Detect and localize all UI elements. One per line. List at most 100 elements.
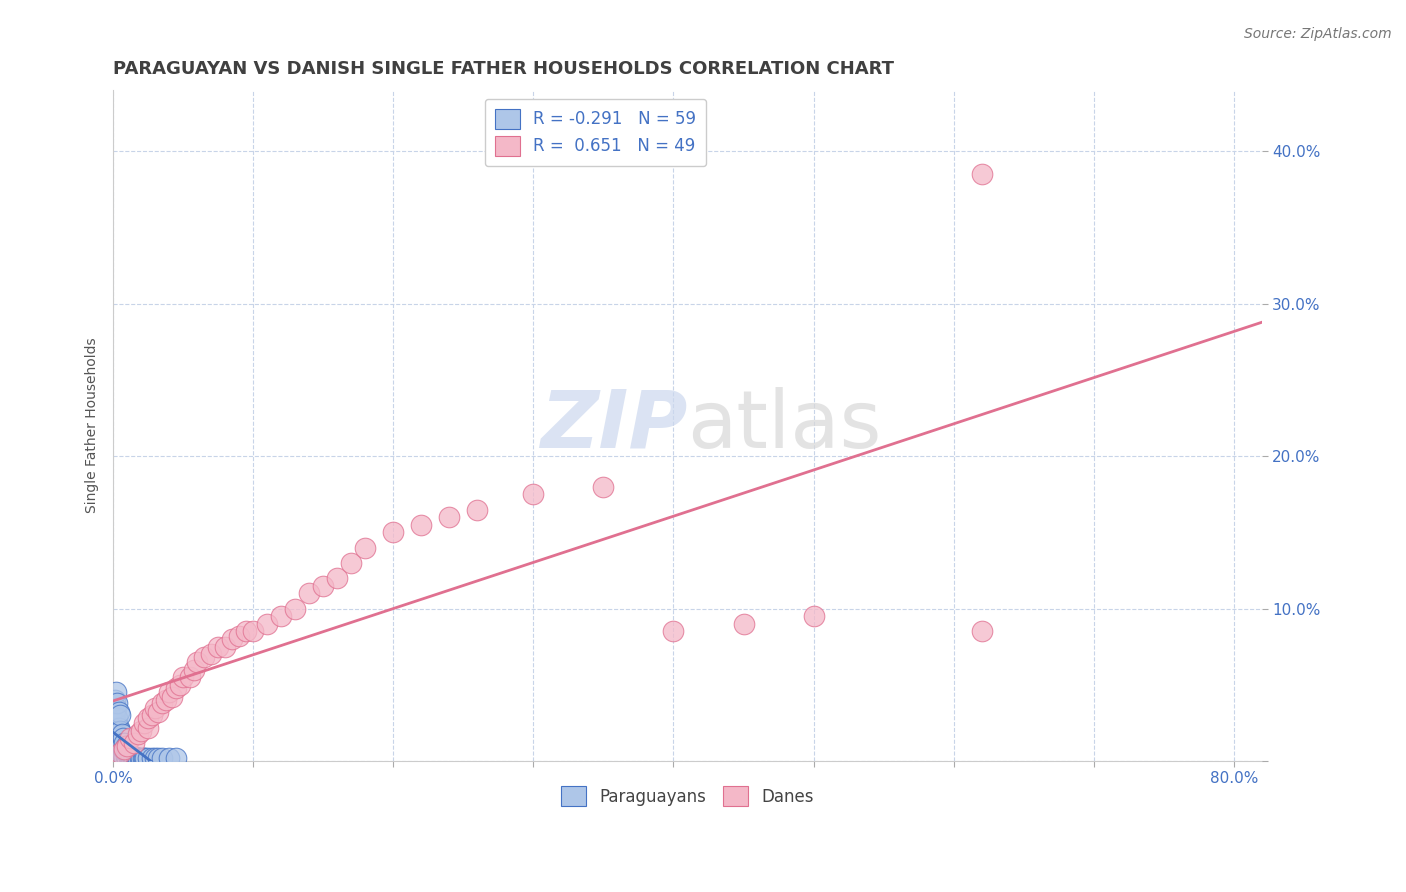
Text: ZIP: ZIP	[540, 386, 688, 465]
Point	[200, 648, 222, 662]
Point	[228, 629, 250, 643]
Point	[104, 723, 127, 738]
Point	[143, 700, 166, 714]
Point	[104, 708, 127, 723]
Point	[183, 663, 205, 677]
Point	[111, 731, 134, 746]
Point	[165, 751, 187, 765]
Point	[186, 655, 208, 669]
Point	[127, 751, 149, 765]
Point	[112, 743, 135, 757]
Point	[129, 723, 152, 738]
Point	[439, 510, 461, 524]
Point	[118, 731, 141, 746]
Point	[121, 751, 143, 765]
Point	[970, 167, 993, 181]
Point	[112, 749, 135, 764]
Point	[411, 517, 433, 532]
Point	[136, 751, 159, 765]
Point	[117, 747, 139, 761]
Point	[134, 751, 156, 765]
Point	[131, 751, 153, 765]
Point	[193, 650, 215, 665]
Point	[522, 487, 544, 501]
Point	[136, 711, 159, 725]
Point	[115, 751, 138, 765]
Point	[242, 624, 264, 639]
Text: PARAGUAYAN VS DANISH SINGLE FATHER HOUSEHOLDS CORRELATION CHART: PARAGUAYAN VS DANISH SINGLE FATHER HOUSE…	[114, 60, 894, 78]
Point	[124, 749, 146, 764]
Point	[122, 751, 145, 765]
Point	[118, 751, 141, 765]
Point	[104, 700, 127, 714]
Point	[104, 685, 127, 699]
Point	[155, 693, 177, 707]
Point	[115, 742, 138, 756]
Point	[128, 751, 150, 765]
Point	[104, 715, 127, 730]
Point	[970, 624, 993, 639]
Point	[114, 745, 136, 759]
Point	[104, 731, 127, 746]
Y-axis label: Single Father Households: Single Father Households	[86, 338, 100, 514]
Point	[141, 751, 163, 765]
Point	[312, 579, 335, 593]
Point	[132, 751, 155, 765]
Point	[270, 609, 292, 624]
Legend: Paraguayans, Danes: Paraguayans, Danes	[554, 780, 821, 814]
Point	[382, 525, 405, 540]
Point	[108, 723, 131, 738]
Point	[132, 715, 155, 730]
Point	[115, 739, 138, 753]
Point	[803, 609, 825, 624]
Point	[108, 736, 131, 750]
Point	[127, 726, 149, 740]
Point	[124, 751, 146, 765]
Point	[105, 711, 128, 725]
Point	[107, 721, 129, 735]
Text: Source: ZipAtlas.com: Source: ZipAtlas.com	[1244, 27, 1392, 41]
Point	[105, 696, 128, 710]
Point	[120, 747, 142, 762]
Text: atlas: atlas	[688, 386, 882, 465]
Point	[172, 670, 194, 684]
Point	[214, 640, 236, 654]
Point	[122, 749, 145, 764]
Point	[108, 745, 131, 759]
Point	[105, 726, 128, 740]
Point	[115, 747, 138, 761]
Point	[120, 751, 142, 765]
Point	[141, 708, 163, 723]
Point	[146, 751, 169, 765]
Point	[165, 681, 187, 695]
Point	[235, 624, 257, 639]
Point	[136, 721, 159, 735]
Point	[354, 541, 377, 555]
Point	[169, 678, 191, 692]
Point	[112, 742, 135, 756]
Point	[112, 736, 135, 750]
Point	[160, 690, 183, 704]
Point	[111, 747, 134, 762]
Point	[114, 749, 136, 764]
Point	[207, 640, 229, 654]
Point	[146, 706, 169, 720]
Point	[298, 586, 321, 600]
Point	[256, 616, 278, 631]
Point	[117, 751, 139, 765]
Point	[221, 632, 243, 646]
Point	[157, 685, 180, 699]
Point	[122, 736, 145, 750]
Point	[179, 670, 201, 684]
Point	[150, 696, 173, 710]
Point	[110, 739, 132, 753]
Point	[107, 706, 129, 720]
Point	[733, 616, 755, 631]
Point	[150, 751, 173, 765]
Point	[340, 556, 363, 570]
Point	[118, 747, 141, 762]
Point	[326, 571, 349, 585]
Point	[157, 751, 180, 765]
Point	[114, 739, 136, 753]
Point	[662, 624, 685, 639]
